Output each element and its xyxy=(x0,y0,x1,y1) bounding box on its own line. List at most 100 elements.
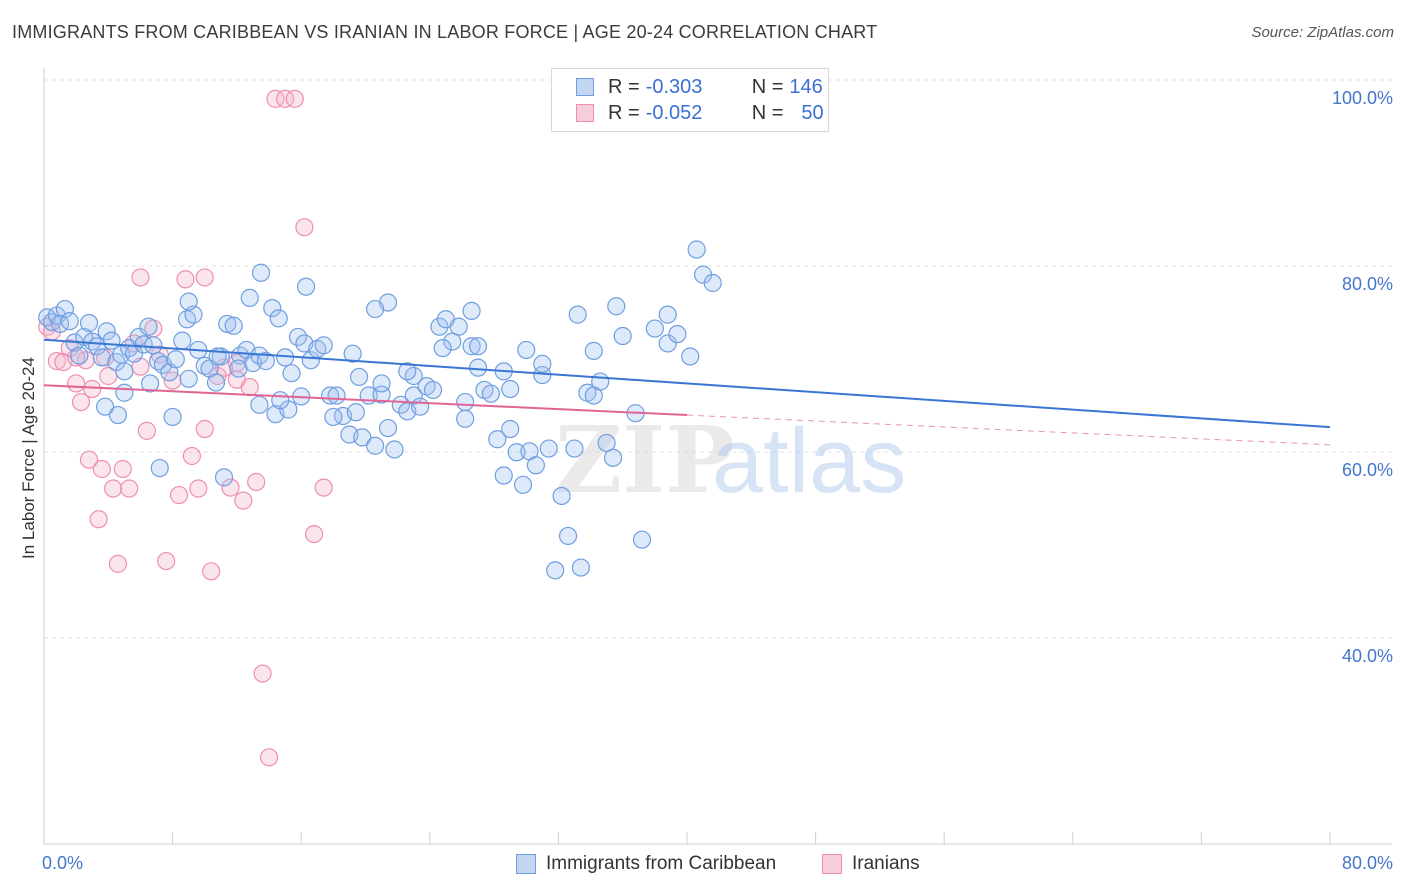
stats-legend: R = -0.303 N = 146 R = -0.052 N = 50 xyxy=(551,68,829,132)
point-caribbean xyxy=(462,301,481,320)
watermark: ZIP atlas xyxy=(555,406,906,514)
point-iranians xyxy=(104,479,123,498)
point-iranians xyxy=(266,89,285,108)
bottom-legend-label-iranians: Iranians xyxy=(852,853,920,874)
y-tick-labels: 40.0% 60.0% 80.0% 100.0% xyxy=(1332,88,1393,666)
legend-swatch-blue xyxy=(576,78,594,96)
source-label: Source: ZipAtlas.com xyxy=(1251,24,1394,41)
point-caribbean xyxy=(378,418,398,438)
point-caribbean xyxy=(224,316,243,335)
point-caribbean xyxy=(462,337,481,356)
watermark-zip: ZIP xyxy=(555,406,734,514)
point-caribbean xyxy=(558,526,578,546)
trend-line-caribbean xyxy=(43,338,1331,429)
point-caribbean xyxy=(607,297,626,316)
point-iranians xyxy=(79,450,99,469)
point-caribbean xyxy=(391,395,410,414)
y-tick-label: 100.0% xyxy=(1332,88,1393,108)
point-caribbean xyxy=(645,319,664,338)
point-caribbean xyxy=(603,448,623,467)
point-caribbean xyxy=(456,392,475,412)
y-tick-label: 80.0% xyxy=(1342,274,1393,294)
point-caribbean xyxy=(55,299,74,319)
point-caribbean xyxy=(494,466,513,485)
point-caribbean xyxy=(353,428,372,447)
point-caribbean xyxy=(79,313,99,333)
point-caribbean xyxy=(296,277,316,296)
legend-n-value: 146 xyxy=(789,75,823,98)
trend-lines xyxy=(43,338,1331,446)
axes xyxy=(43,68,1392,845)
point-iranians xyxy=(47,352,66,371)
y-tick-label: 60.0% xyxy=(1342,460,1393,480)
legend-row-iranians: R = -0.052 N = 50 xyxy=(576,101,824,125)
legend-n-label: N = xyxy=(751,75,784,98)
point-caribbean xyxy=(150,458,169,478)
point-iranians xyxy=(276,89,295,108)
point-iranians xyxy=(67,348,86,367)
point-caribbean xyxy=(433,339,452,358)
point-caribbean xyxy=(301,351,320,370)
point-iranians xyxy=(314,478,333,497)
point-caribbean xyxy=(507,443,526,462)
point-caribbean xyxy=(256,352,275,371)
point-caribbean xyxy=(271,391,290,410)
point-iranians xyxy=(202,562,221,581)
point-caribbean xyxy=(404,386,423,405)
point-caribbean xyxy=(282,364,301,383)
series-caribbean-points xyxy=(38,240,722,580)
point-iranians xyxy=(71,392,91,412)
point-caribbean xyxy=(97,322,116,341)
point-caribbean xyxy=(140,374,160,393)
point-caribbean xyxy=(552,486,571,506)
point-iranians xyxy=(169,485,189,505)
legend-r-label: R = xyxy=(608,101,640,124)
point-caribbean xyxy=(206,373,226,392)
point-iranians xyxy=(195,419,214,439)
point-iranians xyxy=(83,379,102,399)
point-caribbean xyxy=(533,354,552,374)
point-caribbean xyxy=(314,336,333,355)
trend-line-iranians-dashed xyxy=(686,414,1331,446)
legend-r-value: -0.052 xyxy=(645,101,703,124)
point-caribbean xyxy=(173,331,192,350)
point-caribbean xyxy=(488,430,507,449)
point-caribbean xyxy=(115,362,134,381)
point-caribbean xyxy=(321,386,340,405)
point-caribbean xyxy=(263,299,282,318)
point-caribbean xyxy=(658,334,677,353)
point-caribbean xyxy=(115,383,134,402)
x-tick-labels: 0.0% 80.0% xyxy=(42,853,1393,873)
point-caribbean xyxy=(398,362,417,381)
trend-line-iranians xyxy=(43,384,688,417)
point-iranians xyxy=(137,421,156,440)
point-caribbean xyxy=(324,407,343,427)
point-caribbean xyxy=(668,325,687,344)
point-caribbean xyxy=(349,367,369,387)
point-caribbean xyxy=(144,336,163,355)
point-caribbean xyxy=(456,409,475,428)
point-iranians xyxy=(247,472,266,492)
watermark-atlas: atlas xyxy=(712,410,906,512)
point-iranians xyxy=(285,89,304,108)
point-caribbean xyxy=(468,358,488,377)
point-caribbean xyxy=(385,440,404,459)
point-caribbean xyxy=(501,419,520,439)
point-caribbean xyxy=(481,384,500,403)
bottom-legend-swatch-pink xyxy=(822,854,842,874)
point-caribbean xyxy=(327,386,346,405)
point-caribbean xyxy=(411,397,430,416)
point-caribbean xyxy=(632,530,652,549)
point-caribbean xyxy=(366,436,385,455)
point-iranians xyxy=(189,479,208,498)
point-caribbean xyxy=(166,350,185,369)
point-caribbean xyxy=(501,379,520,399)
point-caribbean xyxy=(139,317,158,336)
point-caribbean xyxy=(163,407,182,427)
point-caribbean xyxy=(218,314,237,334)
point-caribbean xyxy=(568,305,587,324)
point-caribbean xyxy=(613,326,632,346)
point-iranians xyxy=(60,339,79,358)
point-caribbean xyxy=(70,346,89,365)
point-caribbean xyxy=(584,341,603,360)
